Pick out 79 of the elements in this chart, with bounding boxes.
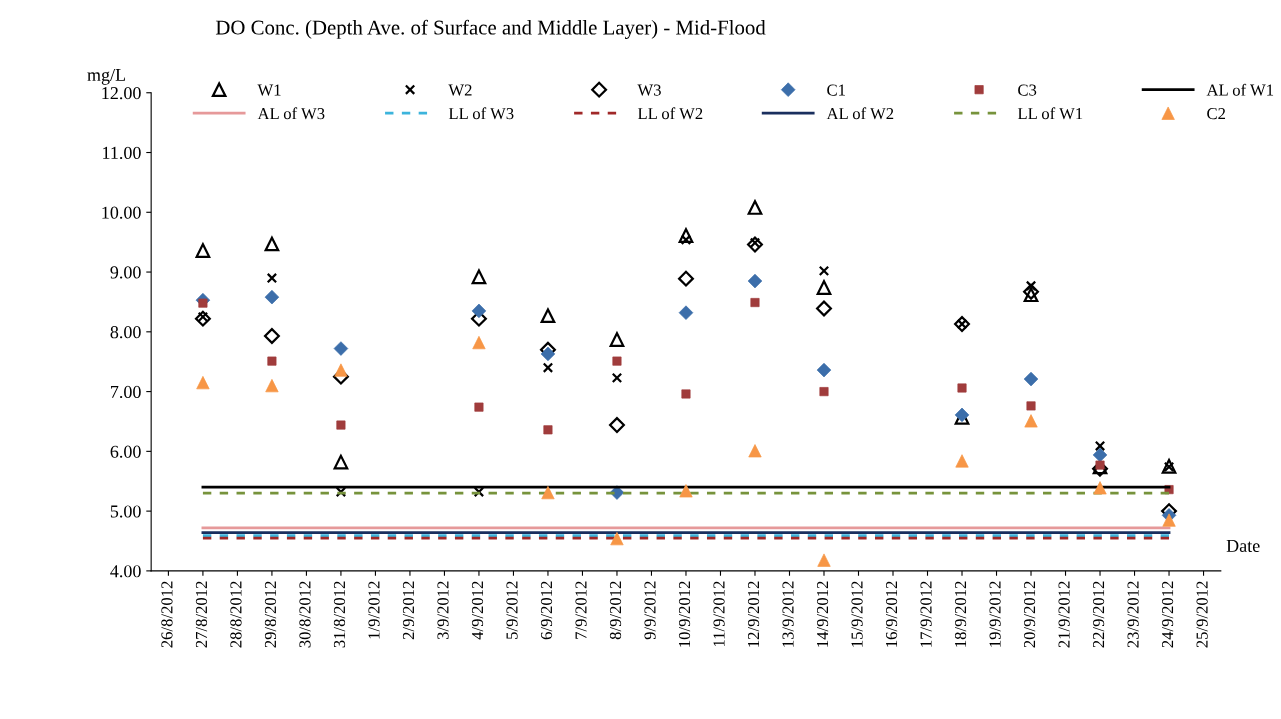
- x-tick-label: 11/9/2012: [713, 581, 725, 647]
- x-tick-label: 14/9/2012: [816, 581, 829, 647]
- x-tick-label: 9/9/2012: [644, 581, 656, 640]
- x-tick-label: 25/9/2012: [1196, 581, 1208, 648]
- y-tick-label: 4.00: [110, 565, 141, 578]
- legend-label: C1: [827, 84, 845, 96]
- x-tick-label: 16/9/2012: [885, 581, 898, 647]
- chart-title: DO Conc. (Depth Ave. of Surface and Middle Layer) - Mid-Flood: [215, 19, 766, 39]
- x-tick-label: 2/9/2012: [402, 581, 415, 640]
- x-tick-label: 4/9/2012: [471, 581, 484, 640]
- point: [264, 236, 280, 252]
- legend-label: LL of W1: [1017, 107, 1083, 120]
- point: [608, 417, 625, 434]
- point: [333, 454, 349, 470]
- point: [678, 228, 694, 243]
- x-tick-label: 15/9/2012: [851, 581, 863, 647]
- point: [611, 372, 623, 384]
- x-axis-title: Date: [1226, 539, 1260, 552]
- point: [540, 308, 556, 324]
- point: [678, 305, 694, 320]
- legend-label: AL of W3: [257, 107, 325, 120]
- legend-label: C2: [1207, 108, 1226, 120]
- y-tick-label: 5.00: [110, 505, 141, 518]
- y-tick-label: 9.00: [110, 266, 141, 279]
- x-tick-label: 23/9/2012: [1127, 581, 1139, 648]
- point: [747, 236, 763, 253]
- y-tick-label: 6.00: [110, 445, 141, 458]
- legend-label: LL of W3: [448, 107, 514, 120]
- point: [816, 300, 832, 317]
- point: [195, 243, 211, 258]
- legend-label: W3: [637, 84, 661, 96]
- x-tick-label: 8/9/2012: [609, 581, 622, 640]
- x-tick-label: 19/9/2012: [989, 581, 1001, 647]
- x-tick-label: 10/9/2012: [678, 581, 691, 647]
- x-tick-label: 24/9/2012: [1161, 581, 1174, 648]
- legend-label: W1: [257, 84, 281, 96]
- point: [677, 270, 694, 287]
- y-tick-label: 12.00: [102, 87, 141, 100]
- x-tick-label: 7/9/2012: [575, 581, 587, 639]
- x-tick-label: 28/8/2012: [230, 581, 242, 648]
- y-tick-label: 11.00: [103, 146, 141, 160]
- x-tick-label: 1/9/2012: [368, 581, 380, 639]
- point: [1023, 287, 1039, 303]
- point: [471, 269, 487, 285]
- point: [542, 362, 554, 373]
- x-tick-label: 26/8/2012: [161, 581, 173, 648]
- point: [1094, 440, 1106, 452]
- x-tick-label: 31/8/2012: [333, 581, 346, 648]
- x-tick-label: 20/9/2012: [1023, 581, 1036, 648]
- legend-label: AL of W2: [826, 107, 894, 120]
- x-tick-label: 21/9/2012: [1058, 581, 1070, 648]
- x-tick-label: 27/8/2012: [195, 581, 208, 648]
- point: [816, 280, 832, 295]
- y-tick-label: 8.00: [110, 326, 141, 339]
- x-tick-label: 12/9/2012: [747, 581, 760, 647]
- point: [818, 265, 830, 277]
- x-tick-label: 29/8/2012: [264, 581, 277, 648]
- x-tick-label: 3/9/2012: [437, 581, 449, 640]
- x-tick-label: 30/8/2012: [299, 581, 311, 648]
- point: [263, 328, 280, 344]
- point: [194, 310, 211, 327]
- y-axis-title: mg/L: [87, 68, 126, 85]
- legend-label: AL of W1: [1206, 83, 1274, 96]
- x-tick-label: 17/9/2012: [920, 581, 932, 647]
- y-tick-label: 10.00: [102, 206, 141, 219]
- legend-label: LL of W2: [637, 107, 703, 120]
- point: [266, 272, 278, 284]
- x-tick-label: 18/9/2012: [954, 581, 967, 647]
- y-tick-label: 7.00: [111, 385, 141, 399]
- x-tick-label: 22/9/2012: [1092, 581, 1105, 648]
- point: [680, 234, 692, 246]
- x-tick-label: 13/9/2012: [782, 581, 794, 647]
- point: [747, 200, 763, 215]
- x-tick-label: 5/9/2012: [506, 581, 518, 639]
- x-tick-label: 6/9/2012: [540, 581, 553, 640]
- legend-label: W2: [448, 84, 472, 96]
- point: [1023, 283, 1039, 300]
- point: [609, 332, 625, 347]
- legend-label: C3: [1018, 84, 1037, 96]
